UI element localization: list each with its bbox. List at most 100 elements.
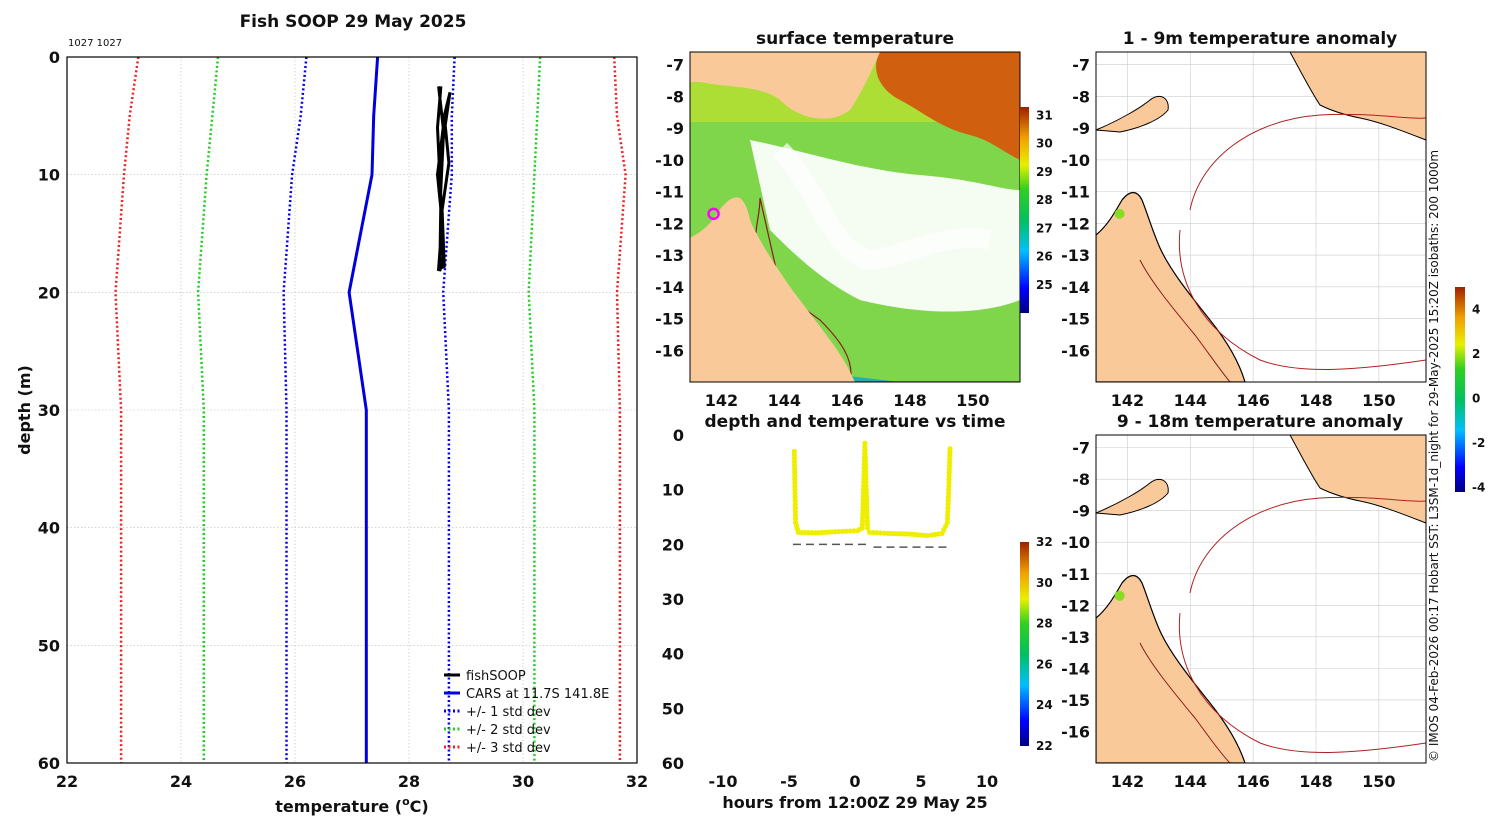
- map-ytick-label: -11: [1061, 565, 1090, 584]
- timeseries-point: [944, 516, 951, 522]
- timeseries-point: [945, 508, 951, 515]
- map-ytick-label: -7: [666, 56, 684, 75]
- timeseries-point: [840, 528, 846, 534]
- map-xtick-label: 144: [768, 391, 801, 410]
- map-ytick-label: -15: [655, 310, 684, 329]
- map-ytick-label: -15: [1061, 691, 1090, 710]
- map-ytick-label: -10: [1061, 533, 1090, 552]
- timeseries-point: [792, 508, 798, 515]
- map-ytick-label: -7: [1072, 439, 1090, 458]
- legend-label: +/- 2 std dev: [466, 723, 551, 738]
- profile-axes-box: [66, 56, 638, 764]
- colorbar-tick-label: 22: [1036, 739, 1053, 753]
- profile-xtick-label: 24: [170, 772, 192, 791]
- map-ytick-label: -10: [1061, 151, 1090, 170]
- timeseries-chart: depth and temperature vs time -10 -5 0 5 10 0…: [662, 412, 1053, 812]
- copyright-caption: © IMOS 04-Feb-2026 00:17 Hobart SST: L3S…: [1427, 150, 1441, 762]
- map-xtick-label: 150: [1362, 772, 1395, 791]
- sst-colorbar: [1020, 107, 1029, 313]
- map-xtick-label: 148: [893, 391, 926, 410]
- sst-land-warm: [876, 52, 1020, 160]
- timeseries-point: [792, 516, 799, 522]
- map-ytick-label: -7: [1072, 56, 1090, 75]
- timeseries-point: [945, 494, 952, 500]
- sst-title: surface temperature: [756, 29, 954, 49]
- timeseries-point: [874, 530, 880, 536]
- timeseries-point: [792, 501, 798, 507]
- timeseries-ytick-label: 40: [662, 645, 684, 664]
- timeseries-ytick-label: 10: [662, 481, 684, 500]
- map-xtick-label: 148: [1299, 391, 1332, 410]
- timeseries-point: [870, 529, 876, 536]
- colorbar-tick-label: 24: [1036, 698, 1053, 712]
- anomaly-2-axes-box: [1095, 434, 1427, 764]
- map-ytick-label: -15: [1061, 310, 1090, 329]
- sst-location-marker: [707, 207, 720, 221]
- map-xtick-label: 144: [1174, 391, 1207, 410]
- anomaly-1-land-png: [1096, 52, 1426, 141]
- timeseries-title: depth and temperature vs time: [705, 412, 1006, 432]
- timeseries-point: [945, 490, 952, 496]
- anomaly-1-isobath-3: [1178, 229, 1426, 370]
- anomaly-2-isobath-3: [1178, 612, 1426, 753]
- colorbar-tick-label: 2: [1472, 347, 1480, 361]
- map-ytick-label: -11: [655, 183, 684, 202]
- anomaly-2-ticks: 142 144 146 148 150 -7 -8 -9 -10 -11 -12 -13 -14 -15 -…: [1061, 439, 1395, 791]
- anomaly-2-title: 9 - 18m temperature anomaly: [1117, 412, 1403, 432]
- anomaly-colorbar-ticks: -4 -2 0 2 4: [1472, 302, 1485, 494]
- map-ytick-label: -12: [1061, 596, 1090, 615]
- profile-ytick-label: 20: [38, 283, 60, 302]
- map-xtick-label: 142: [1111, 772, 1144, 791]
- timeseries-point: [866, 529, 873, 535]
- timeseries-point: [947, 446, 953, 452]
- profile-ytick-label: 10: [38, 166, 60, 185]
- map-xtick-label: 146: [1236, 772, 1269, 791]
- legend-label: fishSOOP: [466, 669, 526, 684]
- timeseries-colorbar-ticks: 22 24 26 28 30 32: [1036, 535, 1053, 753]
- timeseries-point: [851, 528, 857, 534]
- timeseries-point: [945, 501, 951, 507]
- map-ytick-label: -9: [666, 119, 684, 138]
- map-ytick-label: -12: [655, 214, 684, 233]
- anomaly-map-1: 1 - 9m temperature anomaly 142 144 146 148 1…: [1061, 29, 1427, 410]
- anomaly-1-title: 1 - 9m temperature anomaly: [1123, 29, 1398, 49]
- timeseries-point: [832, 529, 838, 535]
- colorbar-tick-label: 0: [1472, 391, 1480, 405]
- profile-xtick-label: 30: [512, 772, 534, 791]
- timeseries-ytick-label: 60: [662, 754, 684, 773]
- timeseries-point: [944, 519, 951, 526]
- profile-series-line: [435, 86, 452, 272]
- timeseries-point: [945, 512, 951, 518]
- map-ytick-label: -16: [655, 341, 684, 360]
- profile-title: Fish SOOP 29 May 2025: [240, 12, 467, 32]
- timeseries-ticks: -10 -5 0 5 10 0 10 20 30 40 50 60: [662, 426, 998, 791]
- timeseries-point: [847, 528, 853, 534]
- profile-ticks: 22 24 26 28 30 32 0 10 20 30 40 50 60: [38, 48, 648, 791]
- map-ytick-label: -13: [1061, 628, 1090, 647]
- profile-ytick-label: 40: [38, 519, 60, 538]
- map-xtick-label: 144: [1174, 772, 1207, 791]
- legend-label: CARS at 11.7S 141.8E: [466, 687, 609, 702]
- anomaly-2-isobath-2: [1189, 496, 1426, 594]
- anomaly-1-isobath-2: [1189, 113, 1426, 211]
- timeseries-point: [792, 490, 798, 496]
- map-ytick-label: -13: [655, 246, 684, 265]
- map-xtick-label: 146: [830, 391, 863, 410]
- sst-cloud-mask-2: [772, 142, 993, 271]
- timeseries-ytick-label: 50: [662, 699, 684, 718]
- colorbar-tick-label: 32: [1036, 535, 1053, 549]
- sst-ticks: 142 144 146 148 150 -7 -8 -9 -10 -11 -12 -13 -14 -15 -…: [655, 56, 989, 410]
- map-xtick-label: 142: [705, 391, 738, 410]
- map-ytick-label: -14: [1061, 659, 1090, 678]
- profile-ytick-label: 0: [49, 48, 60, 67]
- timeseries-xtick-label: 5: [915, 772, 926, 791]
- profile-ytick-label: 60: [38, 754, 60, 773]
- colorbar-tick-label: 25: [1036, 278, 1053, 292]
- map-ytick-label: -14: [1061, 278, 1090, 297]
- colorbar-tick-label: 30: [1036, 137, 1053, 151]
- map-ytick-label: -16: [1061, 341, 1090, 360]
- profile-series-line: [612, 56, 627, 763]
- timeseries-point: [836, 528, 842, 535]
- timeseries-point: [878, 530, 884, 536]
- map-xtick-label: 148: [1299, 772, 1332, 791]
